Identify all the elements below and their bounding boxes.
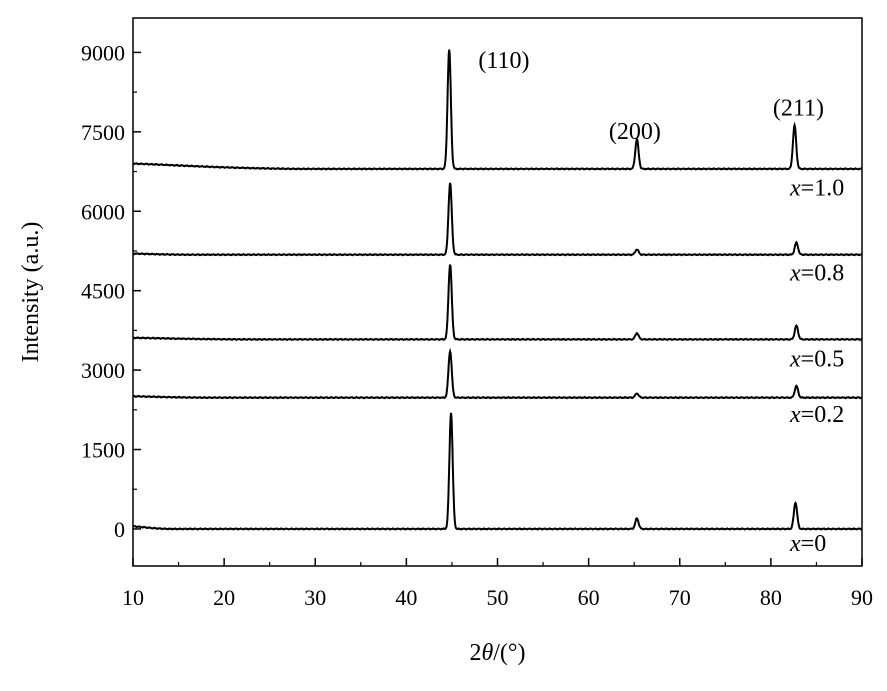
- x-tick-label: 50: [487, 585, 509, 610]
- x-tick-label: 70: [669, 585, 691, 610]
- series-line-x-1-0: [132, 49, 863, 171]
- x-tick-label: 40: [395, 585, 417, 610]
- series-label: x=0: [789, 531, 826, 557]
- x-tick-label: 30: [304, 585, 326, 610]
- series-line-x-0-5: [132, 264, 862, 342]
- series-label: x=0.5: [789, 346, 844, 372]
- x-tick-label: 80: [760, 585, 782, 610]
- y-tick-label: 7500: [81, 120, 125, 145]
- x-tick-label: 90: [851, 585, 873, 610]
- y-axis: 0 1500 3000 4500 6000 7500 9000: [81, 40, 141, 542]
- x-axis-title: 2θ/(°): [469, 640, 525, 666]
- series-label: x=0.2: [789, 402, 844, 428]
- x-tick-label: 60: [578, 585, 600, 610]
- plot-frame: [132, 17, 863, 567]
- peak-label: (200): [609, 119, 661, 145]
- x-tick-label: 20: [213, 585, 235, 610]
- series-label: x=0.8: [789, 261, 844, 287]
- y-axis-title: Intensity (a.u.): [18, 222, 44, 363]
- y-tick-label: 3000: [81, 358, 125, 383]
- x-tick-label: 10: [122, 585, 144, 610]
- series-label: x=1.0: [789, 175, 844, 201]
- peak-label: (211): [773, 95, 824, 121]
- series-line-x-0: [132, 412, 863, 531]
- series-labels: x=0 x=0.2 x=0.5 x=0.8 x=1.0: [789, 175, 844, 557]
- y-tick-label: 6000: [81, 199, 125, 224]
- y-tick-label: 9000: [81, 40, 125, 65]
- series-line-x-0-8: [132, 182, 863, 257]
- peak-labels: (110) (200) (211): [478, 48, 824, 145]
- y-tick-label: 1500: [81, 438, 125, 463]
- y-tick-label: 0: [114, 517, 125, 542]
- series-layer: [132, 49, 863, 531]
- y-tick-label: 4500: [81, 279, 125, 304]
- x-axis: 10 20 30 40 50 60 70 80 90: [122, 558, 873, 610]
- peak-label: (110): [478, 48, 529, 74]
- series-line-x-0-2: [132, 347, 862, 400]
